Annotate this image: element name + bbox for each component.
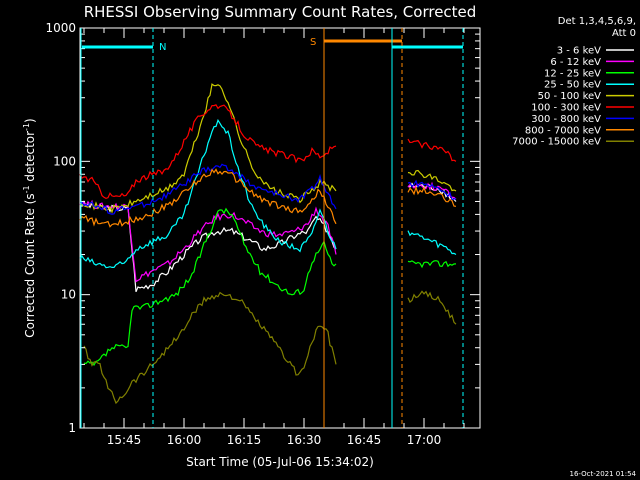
series-line-50-100-kev [79, 83, 337, 214]
y-axis-label-sup2: -1 [22, 123, 31, 131]
legend-label-12-25-kev: 12 - 25 keV [544, 68, 601, 79]
series-line-7000-15000-kev [83, 291, 337, 405]
ticks-layer: 1 10 100 1000 15:45 16:00 16:15 16:30 16:45 17:00 [45, 21, 480, 447]
y-axis-label-main: Corrected Count Rate (s [23, 193, 37, 337]
plot-frame [79, 27, 481, 429]
legend-label-800-7000-kev: 800 - 7000 keV [525, 125, 601, 136]
series-line-300-800-kev [80, 163, 337, 215]
series-line-3-6-kev [79, 200, 337, 293]
marks-layer [79, 83, 457, 405]
y-tick-label: 1000 [45, 21, 76, 35]
series-line-300-800-kev-b [407, 179, 457, 201]
series-line-25-50-kev-b [407, 230, 457, 256]
series-line-6-12-kev-b [407, 181, 457, 200]
series-line-100-300-kev-b [407, 138, 457, 162]
x-tick-label: 17:00 [407, 433, 442, 447]
y-axis-label: Corrected Count Rate (s-1 detector-1) [22, 118, 37, 337]
legend-label-300-800-kev: 300 - 800 keV [531, 114, 601, 125]
series-line-12-25-kev [83, 207, 337, 367]
annotation-n: N [82, 42, 166, 53]
x-tick-label: 15:45 [107, 433, 142, 447]
x-tick-label: 16:30 [287, 433, 322, 447]
y-tick-label: 100 [53, 154, 76, 168]
y-tick-label: 1 [68, 421, 76, 435]
legend-label-7000-15000-kev: 7000 - 15000 keV [512, 137, 601, 148]
series-line-50-100-kev-b [407, 169, 457, 192]
y-tick-label: 10 [61, 288, 76, 302]
legend-label-3-6-kev: 3 - 6 keV [557, 46, 601, 57]
series-line-6-12-kev [79, 199, 337, 283]
series-line-25-50-kev [79, 118, 337, 269]
chart-title: RHESSI Observing Summary Count Rates, Co… [84, 3, 477, 21]
legend-label-6-12-kev: 6 - 12 keV [550, 57, 601, 68]
legend-label-25-50-kev: 25 - 50 keV [544, 80, 601, 91]
legend-label-100-300-kev: 100 - 300 keV [531, 103, 601, 114]
plot-area [79, 27, 481, 429]
x-tick-label: 16:00 [167, 433, 202, 447]
x-axis-label: Start Time (05-Jul-06 15:34:02) [186, 455, 374, 469]
y-axis-label-sup1: -1 [22, 185, 31, 193]
legend-label-50-100-kev: 50 - 100 keV [538, 91, 602, 102]
annotation-s: S [310, 37, 402, 48]
series-line-800-7000-kev [79, 168, 337, 228]
legend-header-line2: Att 0 [612, 28, 636, 39]
series-line-100-300-kev [79, 104, 337, 200]
annotation-s-label: S [310, 37, 316, 48]
legend-header-line1: Det 1,3,4,5,6,9, [558, 16, 636, 27]
x-tick-label: 16:45 [347, 433, 382, 447]
series-line-800-7000-kev-b [407, 185, 457, 207]
y-axis-label-mid: detector [23, 131, 37, 186]
series-line-12-25-kev-b [407, 260, 457, 269]
y-axis-label-end: ) [23, 118, 37, 123]
annotation-n-label: N [159, 42, 166, 53]
x-tick-label: 16:15 [227, 433, 262, 447]
timestamp: 16-Oct-2021 01:54 [570, 470, 637, 478]
series-line-7000-15000-kev-b [407, 290, 457, 325]
